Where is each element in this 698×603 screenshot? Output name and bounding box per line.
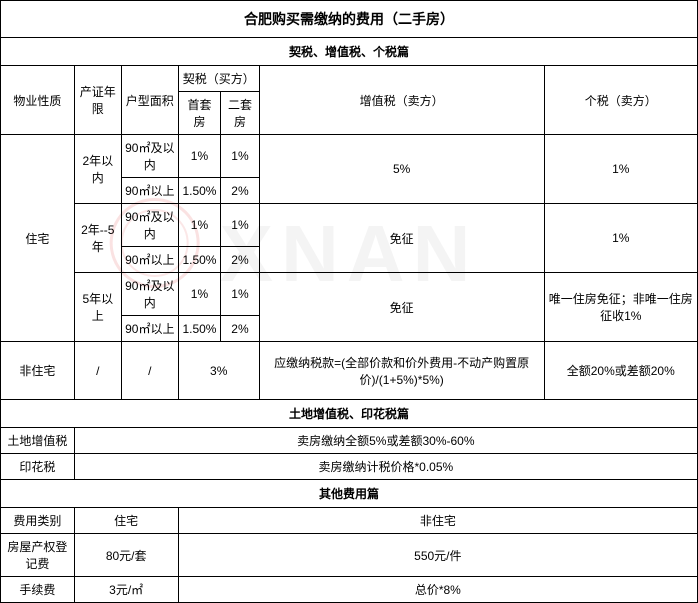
vat-cell: 免征 — [259, 204, 544, 273]
vat-cell: 5% — [259, 135, 544, 204]
rate-cell: 2% — [221, 316, 260, 342]
rate-cell: 1% — [221, 273, 260, 316]
nonres-tax: 全额20%或差额20% — [544, 342, 697, 400]
col-period: 产证年限 — [74, 66, 121, 135]
period-2y: 2年以内 — [74, 135, 121, 204]
rate-cell: 1.50% — [178, 316, 221, 342]
period-5y: 5年以上 — [74, 273, 121, 342]
res-col: 住宅 — [74, 508, 178, 534]
service-fee-nonres: 总价*8% — [178, 577, 697, 603]
land-vat-value: 卖房缴纳全额5%或差额30%-60% — [74, 428, 697, 454]
area-cell: 90㎡以上 — [121, 316, 178, 342]
stamp-duty-value: 卖房缴纳计税价格*0.05% — [74, 454, 697, 480]
rate-cell: 1.50% — [178, 178, 221, 204]
fees-table: 合肥购买需缴纳的费用（二手房） 契税、增值税、个税篇 物业性质 产证年限 户型面… — [0, 0, 698, 603]
nonres-col: 非住宅 — [178, 508, 697, 534]
area-cell: 90㎡及以内 — [121, 273, 178, 316]
rate-cell: 1% — [178, 135, 221, 178]
section1-header: 契税、增值税、个税篇 — [1, 38, 698, 66]
col-income-tax: 个税（卖方） — [544, 66, 697, 135]
rate-cell: 1.50% — [178, 247, 221, 273]
section3-header: 其他费用篇 — [1, 480, 698, 508]
col-vat: 增值税（卖方） — [259, 66, 544, 135]
area-cell: 90㎡及以内 — [121, 135, 178, 178]
rate-cell: 1% — [178, 273, 221, 316]
period-2-5y: 2年--5年 — [74, 204, 121, 273]
residential-label: 住宅 — [1, 135, 75, 342]
tax-cell: 唯一住房免征；非唯一住房征收1% — [544, 273, 697, 342]
non-residential-label: 非住宅 — [1, 342, 75, 400]
rate-cell: 1% — [178, 204, 221, 247]
tax-cell: 1% — [544, 135, 697, 204]
tax-cell: 1% — [544, 204, 697, 273]
col-property: 物业性质 — [1, 66, 75, 135]
service-fee-res: 3元/㎡ — [74, 577, 178, 603]
reg-fee-nonres: 550元/件 — [178, 534, 697, 577]
col-area: 户型面积 — [121, 66, 178, 135]
nonres-vat: 应缴纳税款=(全部价款和价外费用-不动产购置原价)/(1+5%)*5%) — [259, 342, 544, 400]
rate-cell: 3% — [178, 342, 259, 400]
rate-cell: 2% — [221, 178, 260, 204]
col-second-home: 二套房 — [221, 92, 260, 135]
section2-header: 土地增值税、印花税篇 — [1, 400, 698, 428]
area-cell: 90㎡以上 — [121, 178, 178, 204]
col-first-home: 首套房 — [178, 92, 221, 135]
reg-fee-res: 80元/套 — [74, 534, 178, 577]
rate-cell: 2% — [221, 247, 260, 273]
rate-cell: 1% — [221, 204, 260, 247]
service-fee-label: 手续费 — [1, 577, 75, 603]
area-cell: 90㎡及以内 — [121, 204, 178, 247]
area-cell: 90㎡以上 — [121, 247, 178, 273]
vat-cell: 免征 — [259, 273, 544, 342]
slash-cell: / — [121, 342, 178, 400]
main-title: 合肥购买需缴纳的费用（二手房） — [1, 1, 698, 38]
reg-fee-label: 房屋产权登记费 — [1, 534, 75, 577]
land-vat-label: 土地增值税 — [1, 428, 75, 454]
fee-type-col: 费用类别 — [1, 508, 75, 534]
rate-cell: 1% — [221, 135, 260, 178]
col-deed-tax: 契税（买方） — [178, 66, 259, 92]
slash-cell: / — [74, 342, 121, 400]
stamp-duty-label: 印花税 — [1, 454, 75, 480]
